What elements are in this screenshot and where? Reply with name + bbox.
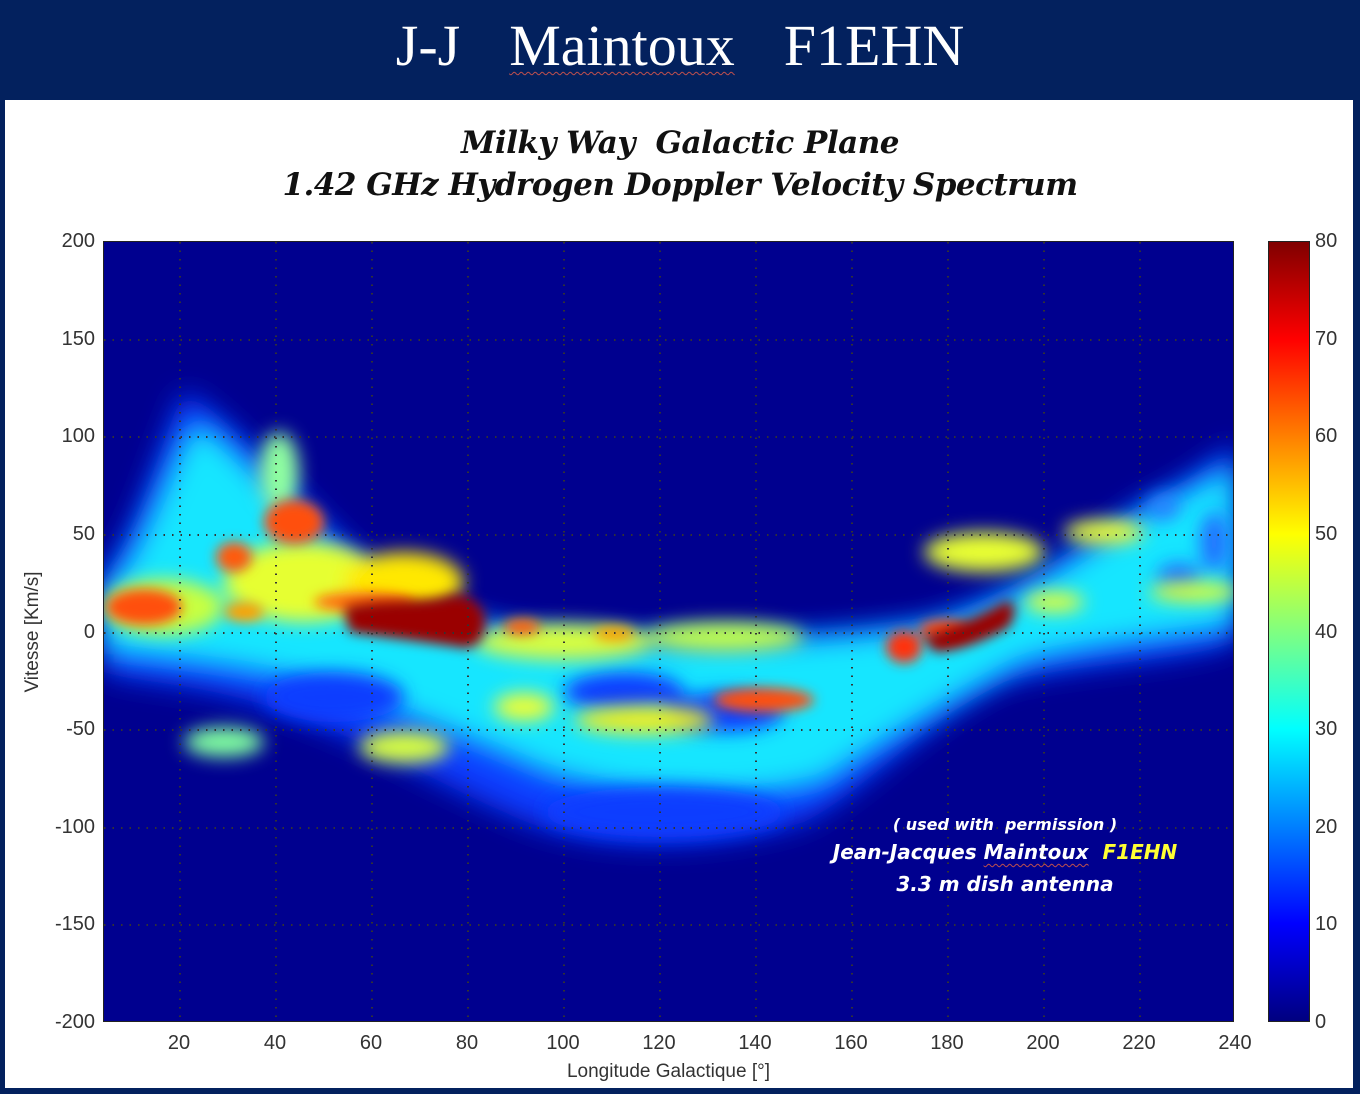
y-axis-label: Vitesse [Km/s] — [22, 571, 43, 693]
y-tick: -50 — [66, 718, 95, 740]
credit-author: Jean-Jacques Maintoux F1EHN — [820, 840, 1190, 864]
colorbar-tick: 70 — [1315, 328, 1338, 350]
credit-author-last: Maintoux — [983, 840, 1089, 864]
colorbar-tick: 80 — [1315, 230, 1338, 252]
x-tick: 20 — [167, 1032, 191, 1054]
heatmap-image — [104, 242, 1233, 1021]
x-tick: 40 — [263, 1032, 287, 1054]
y-tick: -150 — [54, 913, 95, 935]
grid-lines — [104, 242, 1233, 1021]
colorbar-tick: 50 — [1315, 523, 1338, 545]
banner-callsign: F1EHN — [783, 13, 965, 78]
chart-title-line2: 1.42 GHz Hydrogen Doppler Velocity Spect… — [282, 167, 1078, 203]
y-tick: 0 — [83, 621, 95, 643]
y-tick: 50 — [72, 523, 95, 545]
colorbar-tick: 20 — [1315, 816, 1338, 838]
x-tick: 120 — [642, 1032, 676, 1054]
colorbar-tick: 40 — [1315, 621, 1338, 643]
credit-author-first: Jean-Jacques — [832, 840, 977, 864]
colorbar — [1268, 241, 1310, 1022]
y-tick: 200 — [61, 230, 95, 252]
banner-title: J-J Maintoux F1EHN — [396, 12, 964, 79]
x-tick: 140 — [738, 1032, 772, 1054]
x-tick: 60 — [359, 1032, 383, 1054]
colorbar-tick: 10 — [1315, 913, 1338, 935]
title-banner: J-J Maintoux F1EHN — [0, 0, 1360, 98]
y-tick: -200 — [54, 1011, 95, 1033]
banner-name-surname: Maintoux — [509, 13, 735, 78]
x-axis-label: Longitude Galactique [°] — [566, 1061, 771, 1082]
x-tick: 80 — [455, 1032, 479, 1054]
y-tick: 150 — [61, 328, 95, 350]
x-tick: 180 — [930, 1032, 964, 1054]
x-tick: 200 — [1026, 1032, 1060, 1054]
credit-antenna: 3.3 m dish antenna — [896, 872, 1114, 896]
chart-title: Milky Way Galactic Plane 1.42 GHz Hydrog… — [0, 122, 1360, 206]
heatmap-plot-area — [103, 241, 1234, 1022]
credit-permission: ( used with permission ) — [892, 815, 1118, 834]
x-tick: 160 — [834, 1032, 868, 1054]
y-tick: -100 — [54, 816, 95, 838]
banner-name-prefix: J-J — [395, 13, 461, 78]
credit-callsign: F1EHN — [1102, 840, 1178, 864]
colorbar-tick: 60 — [1315, 425, 1338, 447]
x-tick: 240 — [1218, 1032, 1252, 1054]
colorbar-tick: 30 — [1315, 718, 1338, 740]
colorbar-tick: 0 — [1315, 1011, 1327, 1033]
x-tick: 220 — [1122, 1032, 1156, 1054]
x-tick: 100 — [546, 1032, 580, 1054]
chart-title-line1: Milky Way Galactic Plane — [461, 125, 899, 161]
y-tick: 100 — [61, 425, 95, 447]
